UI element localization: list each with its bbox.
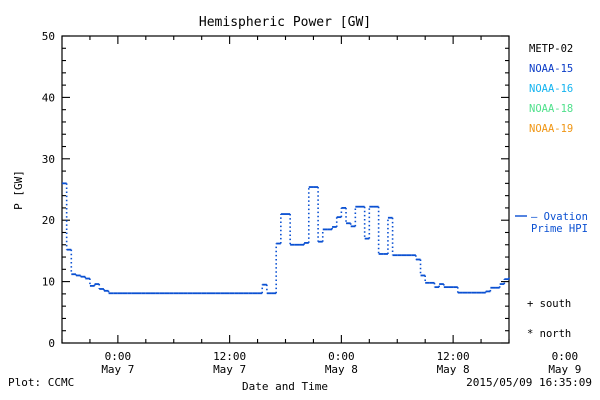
y-tick-label: 20: [42, 214, 55, 227]
y-axis-title: P [GW]: [12, 170, 25, 210]
x-tick-label-date: May 9: [548, 363, 581, 376]
y-tick-label: 0: [48, 337, 55, 350]
legend-item-metp-02: METP-02: [529, 43, 573, 55]
legend-satellites: METP-02 NOAA-15 NOAA-16 NOAA-18 NOAA-19: [529, 43, 573, 135]
x-tick-label-time: 0:00: [105, 350, 132, 363]
x-tick-label-time: 0:00: [552, 350, 579, 363]
legend-item-noaa-15: NOAA-15: [529, 63, 573, 75]
x-tick-label-date: May 8: [437, 363, 470, 376]
y-tick-label: 50: [42, 30, 55, 43]
ovation-prime-hpi-trace: [62, 182, 510, 295]
legend-markers: + south * north: [527, 298, 571, 340]
x-axis-title: Date and Time: [242, 380, 328, 393]
x-axis-ticks: [61, 36, 510, 343]
x-tick-label-time: 0:00: [328, 350, 355, 363]
legend-marker-north: * north: [527, 328, 571, 340]
x-tick-label-time: 12:00: [213, 350, 246, 363]
footer-timestamp: 2015/05/09 16:35:09: [466, 376, 592, 389]
x-tick-label-date: May 7: [213, 363, 246, 376]
y-tick-label: 10: [42, 276, 55, 289]
chart-title: Hemispheric Power [GW]: [199, 15, 371, 30]
legend-item-noaa-18: NOAA-18: [529, 103, 573, 115]
y-axis-tick-labels: 0 10 20 30 40 50: [42, 30, 55, 350]
legend-item-noaa-16: NOAA-16: [529, 83, 573, 95]
x-tick-label-date: May 8: [325, 363, 358, 376]
legend-ovation-line2: Prime HPI: [531, 223, 588, 235]
legend-marker-south: + south: [527, 298, 571, 310]
x-tick-label-date: May 7: [101, 363, 134, 376]
legend-item-noaa-19: NOAA-19: [529, 123, 573, 135]
legend-ovation-prime-hpi: — Ovation Prime HPI: [515, 211, 588, 235]
y-axis-ticks: [62, 35, 509, 344]
y-tick-label: 30: [42, 153, 55, 166]
x-tick-label-time: 12:00: [437, 350, 470, 363]
footer-plot-source: Plot: CCMC: [8, 376, 74, 389]
y-tick-label: 40: [42, 91, 55, 104]
legend-ovation-line1: — Ovation: [531, 211, 588, 223]
